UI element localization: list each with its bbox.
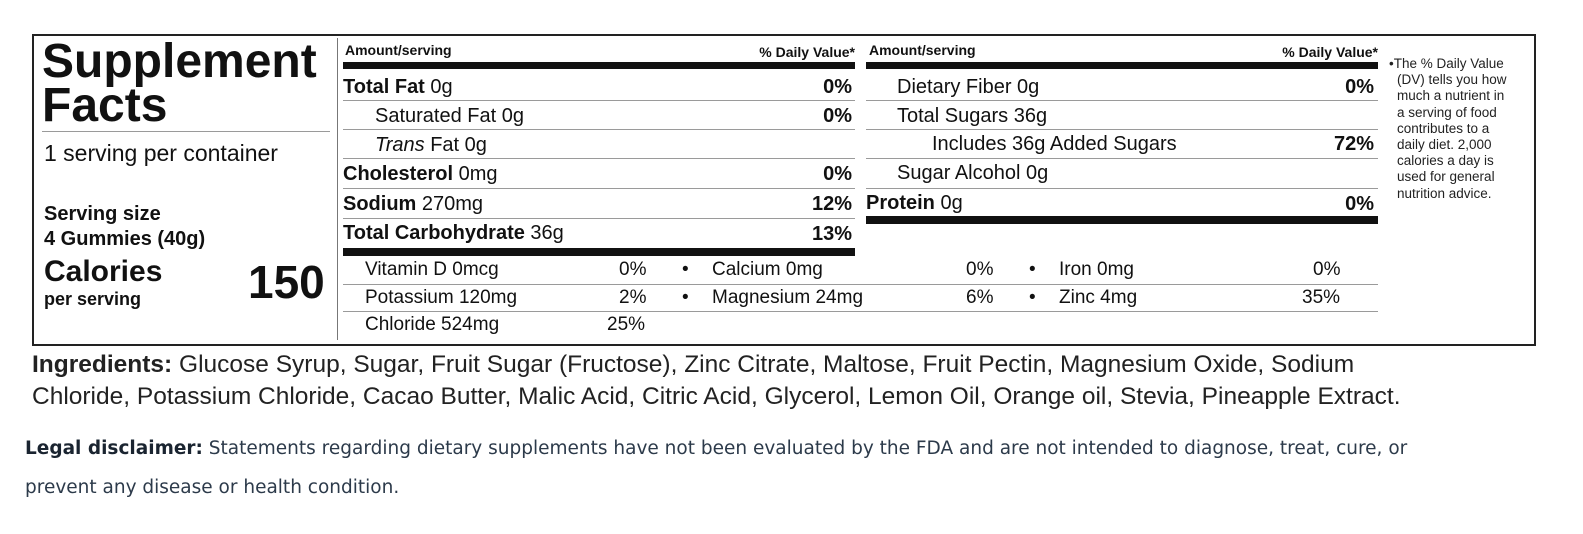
- header-dv-right: % Daily Value*: [1282, 44, 1378, 60]
- header-bar-right: [866, 62, 1378, 69]
- nutrient-saturated-fat: Saturated Fat 0g: [375, 105, 524, 127]
- header-dv-left: % Daily Value*: [759, 44, 855, 60]
- dv-cholesterol: 0%: [823, 163, 852, 185]
- nutrient-total-sugars: Total Sugars 36g: [897, 105, 1048, 127]
- dv-saturated-fat: 0%: [823, 105, 852, 127]
- mineral-calcium: Calcium 0mg: [712, 259, 823, 280]
- footnote-line: (DV) tells you how: [1397, 72, 1507, 88]
- footnote-line: much a nutrient in: [1397, 88, 1505, 104]
- column-divider: [337, 38, 338, 340]
- supplement-facts-panel: [32, 34, 1536, 346]
- header-amount-left: Amount/serving: [345, 42, 452, 58]
- calories-sub: per serving: [44, 289, 142, 309]
- mineral-iron-dv: 0%: [1313, 259, 1341, 280]
- mineral-potassium: Potassium 120mg: [365, 287, 518, 308]
- serving-size-value: 4 Gummies (40g): [44, 228, 206, 250]
- row-divider: [866, 188, 1378, 189]
- divider: [42, 131, 330, 132]
- bullet: •: [1029, 259, 1036, 280]
- mineral-vitamin-d: Vitamin D 0mcg: [365, 259, 499, 280]
- row-divider: [343, 158, 855, 159]
- mineral-iron: Iron 0mg: [1059, 259, 1134, 280]
- dv-added-sugars: 72%: [1333, 133, 1374, 155]
- footnote-line: contributes to a: [1397, 120, 1490, 136]
- mineral-potassium-dv: 2%: [619, 287, 647, 308]
- ingredients-label: Ingredients:: [32, 351, 173, 378]
- mineral-magnesium-dv: 6%: [966, 287, 994, 308]
- row-divider: [343, 218, 855, 219]
- footnote-line: nutrition advice.: [1397, 185, 1492, 201]
- row-divider: [343, 311, 1378, 312]
- bullet: •: [682, 287, 689, 308]
- legal-label: Legal disclaimer:: [25, 438, 203, 459]
- bullet: •: [1029, 287, 1036, 308]
- ingredients-line-2: Chloride, Potassium Chloride, Cacao Butt…: [32, 383, 1401, 410]
- nutrient-total-carbohydrate: Total Carbohydrate 36g: [343, 222, 564, 244]
- servings-per-container: 1 serving per container: [44, 140, 278, 166]
- bullet: •: [682, 259, 689, 280]
- nutrient-trans-fat: Trans Fat 0g: [375, 134, 487, 156]
- legal-disclaimer-line-1: Legal disclaimer: Statements regarding d…: [25, 438, 1407, 459]
- header-bar-left: [343, 62, 855, 69]
- dv-sodium: 12%: [811, 193, 852, 215]
- nutrient-added-sugars: Includes 36g Added Sugars: [932, 133, 1177, 155]
- nutrient-protein: Protein 0g: [866, 192, 963, 214]
- row-divider: [343, 129, 855, 130]
- dv-total-carbohydrate: 13%: [811, 223, 852, 245]
- calories-label: Calories: [44, 255, 163, 288]
- row-divider: [866, 100, 1378, 101]
- footnote-line: calories a day is: [1397, 153, 1494, 169]
- row-divider: [866, 158, 1378, 159]
- mineral-vitamin-d-dv: 0%: [619, 259, 647, 280]
- row-divider: [343, 188, 855, 189]
- footnote-line: used for general: [1397, 169, 1495, 185]
- row-divider: [866, 129, 1378, 130]
- mineral-magnesium: Magnesium 24mg: [712, 287, 864, 308]
- footnote-line: a serving of food: [1397, 104, 1497, 120]
- mineral-chloride-dv: 25%: [607, 314, 646, 335]
- carb-bar: [343, 248, 855, 256]
- row-divider: [343, 100, 855, 101]
- nutrient-dietary-fiber: Dietary Fiber 0g: [897, 76, 1040, 98]
- ingredients-line-1: Ingredients: Glucose Syrup, Sugar, Fruit…: [32, 351, 1354, 379]
- dv-total-fat: 0%: [823, 76, 852, 98]
- footnote-line: •The % Daily Value: [1389, 56, 1504, 71]
- mineral-calcium-dv: 0%: [966, 259, 994, 280]
- legal-text: Statements regarding dietary supplements…: [202, 438, 1408, 459]
- nutrient-cholesterol: Cholesterol 0mg: [343, 163, 498, 185]
- nutrient-sugar-alcohol: Sugar Alcohol 0g: [897, 162, 1049, 184]
- header-amount-right: Amount/serving: [869, 42, 976, 58]
- serving-size-label: Serving size: [44, 203, 161, 225]
- legal-disclaimer-line-2: prevent any disease or health condition.: [25, 477, 400, 498]
- nutrient-sodium: Sodium 270mg: [343, 193, 484, 215]
- mineral-chloride: Chloride 524mg: [365, 314, 500, 335]
- dv-protein: 0%: [1345, 193, 1374, 215]
- nutrient-total-fat: Total Fat 0g: [343, 76, 453, 98]
- row-divider: [343, 284, 1378, 285]
- ingredients-text: Glucose Syrup, Sugar, Fruit Sugar (Fruct…: [172, 351, 1355, 378]
- calories-value: 150: [248, 256, 325, 308]
- protein-bar: [866, 216, 1378, 224]
- mineral-zinc: Zinc 4mg: [1059, 287, 1138, 308]
- facts-title-line1: Supplement: [42, 35, 317, 88]
- mineral-zinc-dv: 35%: [1302, 287, 1341, 308]
- daily-value-footnote: •The % Daily Value (DV) tells you how mu…: [1389, 56, 1534, 202]
- footnote-line: daily diet. 2,000: [1397, 137, 1492, 153]
- dv-dietary-fiber: 0%: [1345, 76, 1374, 98]
- facts-title-line2: Facts: [42, 79, 168, 132]
